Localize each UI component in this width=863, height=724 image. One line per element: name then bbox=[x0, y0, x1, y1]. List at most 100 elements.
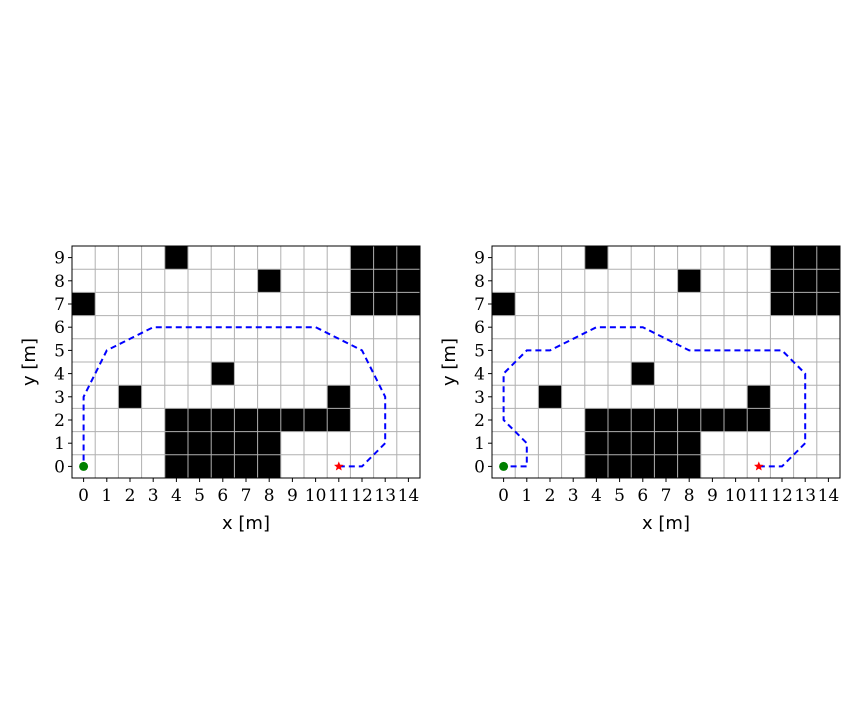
y-tick-label: 0 bbox=[54, 457, 65, 477]
x-tick-label: 8 bbox=[684, 486, 695, 506]
obstacle-cell bbox=[584, 246, 608, 270]
obstacle-cell bbox=[234, 408, 258, 432]
x-tick-label: 10 bbox=[725, 486, 747, 506]
y-tick-label: 8 bbox=[54, 272, 65, 292]
obstacle-cell bbox=[257, 269, 281, 293]
obstacle-cell bbox=[631, 454, 655, 478]
x-tick-label: 4 bbox=[171, 486, 182, 506]
obstacle-cell bbox=[211, 431, 235, 455]
obstacle-cell bbox=[350, 269, 374, 293]
obstacle-cell bbox=[373, 269, 397, 293]
y-tick-label: 3 bbox=[474, 388, 485, 408]
obstacle-cell bbox=[584, 431, 608, 455]
y-tick-label: 1 bbox=[474, 434, 485, 454]
y-tick-label: 2 bbox=[54, 411, 65, 431]
obstacle-cell bbox=[770, 292, 794, 316]
obstacle-cell bbox=[373, 246, 397, 270]
obstacle-cell bbox=[257, 431, 281, 455]
obstacle-cell bbox=[164, 246, 188, 270]
obstacle-cell bbox=[770, 246, 794, 270]
x-tick-label: 1 bbox=[521, 486, 532, 506]
x-axis-label: x [m] bbox=[642, 513, 690, 534]
x-tick-label: 6 bbox=[217, 486, 228, 506]
obstacle-cell bbox=[188, 408, 212, 432]
obstacle-cell bbox=[631, 431, 655, 455]
y-tick-label: 9 bbox=[54, 249, 65, 269]
x-tick-label: 2 bbox=[125, 486, 136, 506]
obstacle-cell bbox=[608, 454, 632, 478]
obstacle-cell bbox=[677, 408, 701, 432]
obstacle-cell bbox=[164, 431, 188, 455]
obstacle-cell bbox=[211, 408, 235, 432]
x-tick-label: 11 bbox=[748, 486, 770, 506]
obstacle-cell bbox=[492, 292, 516, 316]
obstacle-cell bbox=[654, 408, 678, 432]
x-tick-label: 3 bbox=[568, 486, 579, 506]
obstacle-cell bbox=[257, 408, 281, 432]
obstacle-cell bbox=[654, 454, 678, 478]
obstacle-cell bbox=[280, 408, 304, 432]
obstacle-cell bbox=[350, 292, 374, 316]
obstacle-cell bbox=[304, 408, 328, 432]
obstacle-cell bbox=[608, 431, 632, 455]
y-tick-label: 4 bbox=[54, 365, 65, 385]
x-tick-label: 7 bbox=[661, 486, 672, 506]
y-tick-label: 5 bbox=[54, 341, 65, 361]
y-tick-label: 8 bbox=[474, 272, 485, 292]
obstacle-cell bbox=[118, 385, 142, 409]
y-tick-label: 9 bbox=[474, 249, 485, 269]
obstacle-cell bbox=[747, 385, 771, 409]
y-tick-label: 1 bbox=[54, 434, 65, 454]
x-tick-label: 13 bbox=[794, 486, 816, 506]
obstacle-cell bbox=[164, 454, 188, 478]
x-tick-label: 1 bbox=[101, 486, 112, 506]
obstacle-cell bbox=[164, 408, 188, 432]
x-tick-label: 13 bbox=[374, 486, 396, 506]
obstacle-cell bbox=[350, 246, 374, 270]
y-tick-label: 6 bbox=[54, 318, 65, 338]
x-axis-label: x [m] bbox=[222, 513, 270, 534]
obstacle-cell bbox=[396, 246, 420, 270]
obstacle-cell bbox=[373, 292, 397, 316]
obstacle-cell bbox=[770, 269, 794, 293]
obstacle-cell bbox=[584, 454, 608, 478]
y-tick-label: 6 bbox=[474, 318, 485, 338]
obstacle-cell bbox=[724, 408, 748, 432]
y-tick-label: 0 bbox=[474, 457, 485, 477]
x-tick-label: 12 bbox=[771, 486, 793, 506]
x-tick-label: 5 bbox=[194, 486, 205, 506]
obstacle-cell bbox=[211, 362, 235, 386]
obstacle-cell bbox=[631, 362, 655, 386]
obstacle-cell bbox=[396, 292, 420, 316]
obstacle-cell bbox=[816, 246, 840, 270]
x-tick-label: 7 bbox=[241, 486, 252, 506]
obstacle-cell bbox=[188, 431, 212, 455]
obstacle-cell bbox=[608, 408, 632, 432]
y-axis-label: y [m] bbox=[19, 338, 40, 386]
y-tick-label: 7 bbox=[54, 295, 65, 315]
obstacle-cell bbox=[677, 454, 701, 478]
obstacle-cell bbox=[327, 385, 351, 409]
obstacle-cell bbox=[211, 454, 235, 478]
start-marker bbox=[499, 461, 509, 471]
x-tick-label: 10 bbox=[305, 486, 327, 506]
obstacle-cell bbox=[72, 292, 96, 316]
y-tick-label: 4 bbox=[474, 365, 485, 385]
obstacle-cell bbox=[816, 269, 840, 293]
obstacle-cell bbox=[654, 431, 678, 455]
obstacle-cell bbox=[816, 292, 840, 316]
x-tick-label: 14 bbox=[818, 486, 840, 506]
goal-marker bbox=[334, 461, 344, 471]
x-tick-label: 14 bbox=[398, 486, 420, 506]
y-tick-label: 3 bbox=[54, 388, 65, 408]
obstacle-cell bbox=[700, 408, 724, 432]
obstacle-cell bbox=[677, 431, 701, 455]
obstacle-cell bbox=[584, 408, 608, 432]
x-tick-label: 4 bbox=[591, 486, 602, 506]
x-tick-label: 5 bbox=[614, 486, 625, 506]
goal-marker bbox=[754, 461, 764, 471]
